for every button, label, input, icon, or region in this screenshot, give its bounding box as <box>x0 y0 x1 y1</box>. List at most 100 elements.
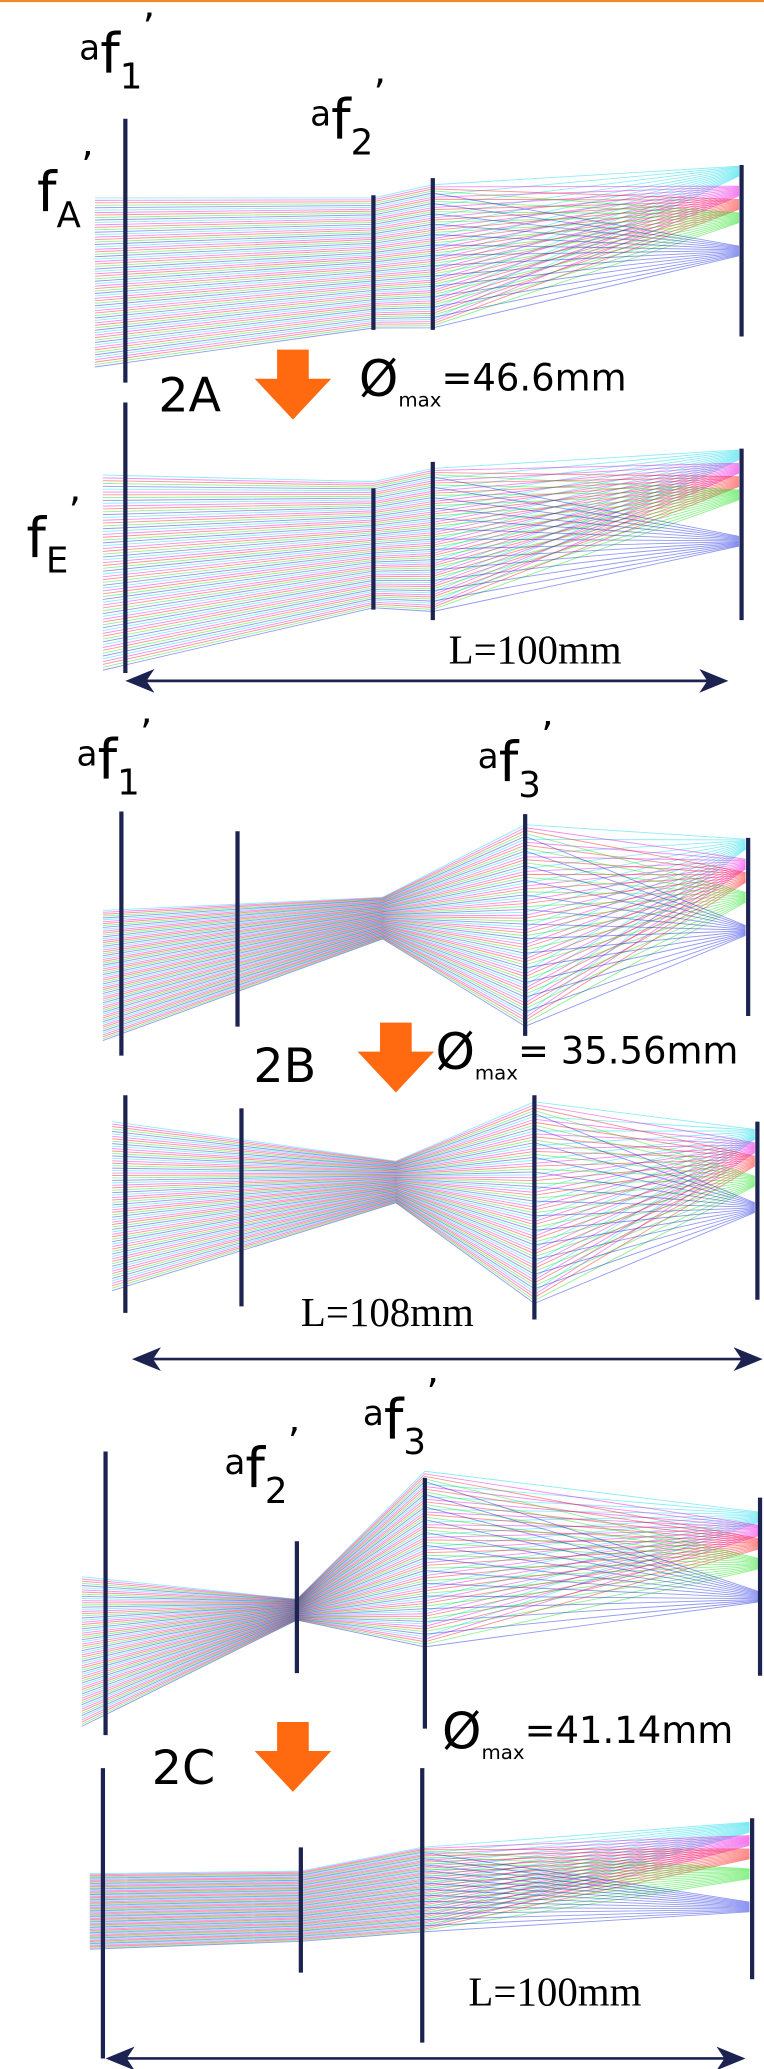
ray <box>94 204 740 290</box>
ray <box>112 1183 755 1258</box>
ray <box>102 538 739 572</box>
ray <box>102 494 739 569</box>
ray <box>89 1870 750 1905</box>
ray <box>112 1133 755 1169</box>
panel-id: 2C <box>152 1741 215 1796</box>
ray <box>89 1868 750 1894</box>
diameter: Ømax=41.14mm <box>442 1701 733 1764</box>
ray <box>89 1849 750 1882</box>
ray <box>94 208 740 363</box>
ray <box>112 1177 755 1191</box>
ray <box>102 847 746 1025</box>
ray <box>112 1158 755 1176</box>
ray <box>102 452 740 533</box>
ray <box>89 1851 750 1899</box>
ray <box>112 1162 755 1240</box>
ray <box>94 211 739 231</box>
ray <box>94 250 739 282</box>
ray <box>102 484 740 637</box>
ray <box>102 863 746 970</box>
ray <box>94 171 740 297</box>
ray <box>102 482 740 609</box>
ray <box>81 1534 761 1721</box>
ray <box>89 1871 750 1900</box>
label-base: f <box>384 1388 405 1452</box>
ray <box>102 879 746 947</box>
ray <box>94 169 740 260</box>
ray <box>112 1149 755 1237</box>
ray <box>102 862 746 960</box>
ray <box>112 1142 755 1205</box>
label-sub: 1 <box>117 762 140 803</box>
ray <box>94 168 740 248</box>
ray <box>89 1828 750 1924</box>
ray <box>112 1182 755 1243</box>
ray <box>94 186 739 214</box>
ray <box>102 881 746 1028</box>
label-base: f <box>331 89 352 153</box>
ray <box>94 195 740 361</box>
ray <box>94 219 740 317</box>
ray <box>94 208 740 351</box>
ray <box>81 1518 761 1675</box>
label-sup: a <box>310 94 331 134</box>
ray <box>102 465 739 521</box>
ray <box>102 451 739 504</box>
ray <box>89 1844 750 1941</box>
ray <box>81 1554 761 1649</box>
panel-id: 2B <box>253 1039 316 1094</box>
ray <box>94 234 739 258</box>
ray <box>94 175 740 358</box>
ray <box>94 206 740 326</box>
ray <box>94 187 739 226</box>
transition-arrow <box>254 349 332 420</box>
ray <box>102 895 746 964</box>
ray <box>102 474 739 491</box>
ray <box>81 1526 761 1625</box>
ray <box>94 203 739 277</box>
arrow-head <box>105 2046 135 2069</box>
ray <box>112 1130 755 1168</box>
ray <box>89 1841 750 1919</box>
ray <box>89 1823 750 1886</box>
ray <box>81 1599 761 1695</box>
ray <box>89 1841 750 1925</box>
ray <box>94 220 740 341</box>
ray <box>81 1563 761 1660</box>
ray <box>102 497 740 640</box>
label-prime: ’ <box>140 711 153 757</box>
ray <box>102 835 746 927</box>
ray <box>112 1151 755 1172</box>
ray <box>102 856 746 932</box>
ray <box>94 244 739 270</box>
ray <box>95 185 739 201</box>
ray <box>89 1906 750 1928</box>
arrow-head <box>699 668 729 693</box>
ray <box>102 844 746 987</box>
ray <box>81 1534 761 1710</box>
ray <box>102 844 746 977</box>
diameter-symbol: Ø <box>442 1701 481 1760</box>
ray <box>89 1831 750 1946</box>
ray <box>112 1138 756 1293</box>
ray <box>94 250 739 294</box>
ray <box>102 876 746 945</box>
ray <box>94 218 740 304</box>
ray <box>94 221 740 353</box>
ray <box>94 253 740 343</box>
ray <box>95 190 739 214</box>
ray <box>89 1862 750 1889</box>
label-base: f <box>98 729 119 793</box>
ray <box>102 472 740 663</box>
ray <box>102 929 746 1013</box>
ray <box>102 479 739 552</box>
ray <box>102 457 740 617</box>
ray <box>102 900 746 1021</box>
ray <box>102 920 746 985</box>
focal-label: af1 ’ <box>79 5 155 98</box>
ray <box>81 1545 761 1690</box>
ray <box>94 254 740 356</box>
ray <box>102 846 746 1006</box>
ray <box>81 1547 761 1712</box>
ray <box>112 1149 755 1252</box>
